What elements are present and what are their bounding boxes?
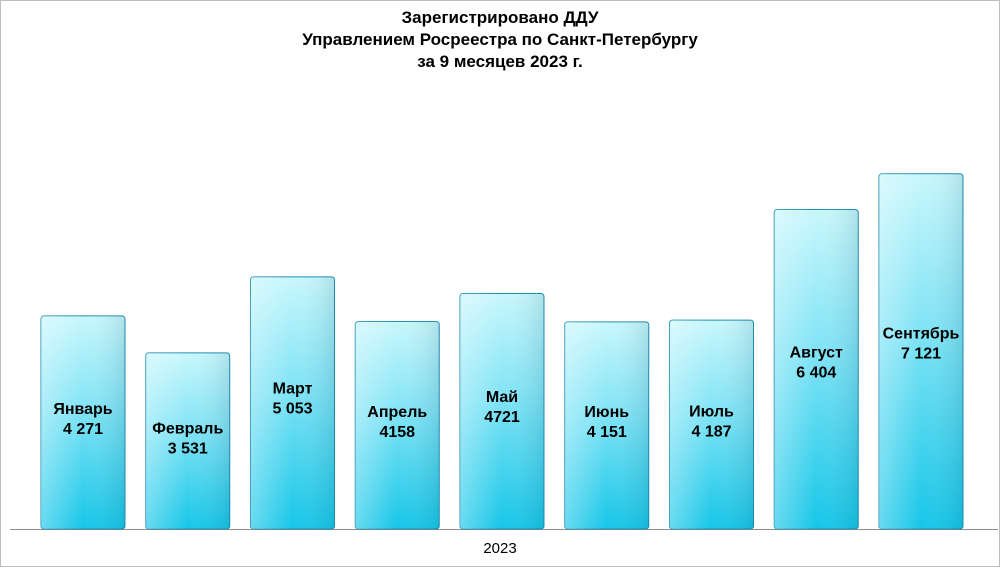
bar-category-label-1: Январь [53,401,112,418]
chart-title: Зарегистрировано ДДУ Управлением Росреес… [0,7,1000,73]
bar-shade-9 [879,173,963,530]
chart-title-line-1: Зарегистрировано ДДУ [401,8,599,27]
bar-shade-3 [250,276,335,529]
bar-value-label-7: 4 187 [691,423,731,440]
bar-value-label-6: 4 151 [587,424,627,441]
bar-shade-1 [41,315,125,529]
bar-category-label-5: Май [486,389,518,406]
bar-shade-2 [145,352,230,529]
bar-category-label-2: Февраль [152,421,223,438]
bar-category-label-7: Июль [689,403,734,420]
x-axis-category-label: 2023 [483,540,517,557]
bar-value-label-5: 4721 [484,409,520,426]
chart-title-line-3: за 9 месяцев 2023 г. [417,52,583,71]
bar-value-label-4: 4158 [379,424,415,441]
bar-shade-7 [669,320,754,529]
bar-category-label-9: Сентябрь [883,326,960,343]
bar-shade-5 [460,293,544,529]
bar-shade-4 [355,321,440,529]
bar-shade-8 [774,209,859,530]
bar-category-label-4: Апрель [367,404,427,421]
bar-category-label-6: Июнь [584,404,629,421]
bar-category-label-8: Август [790,345,843,362]
bar-value-label-9: 7 121 [901,346,941,363]
bar-category-label-3: Март [273,380,313,397]
bar-value-label-8: 6 404 [796,365,836,382]
bar-value-label-2: 3 531 [168,441,208,458]
bar-shade-6 [564,321,649,529]
bar-value-label-1: 4 271 [63,421,103,438]
chart-title-line-2: Управлением Росреестра по Санкт-Петербур… [302,30,698,49]
bar-value-label-3: 5 053 [272,400,312,417]
